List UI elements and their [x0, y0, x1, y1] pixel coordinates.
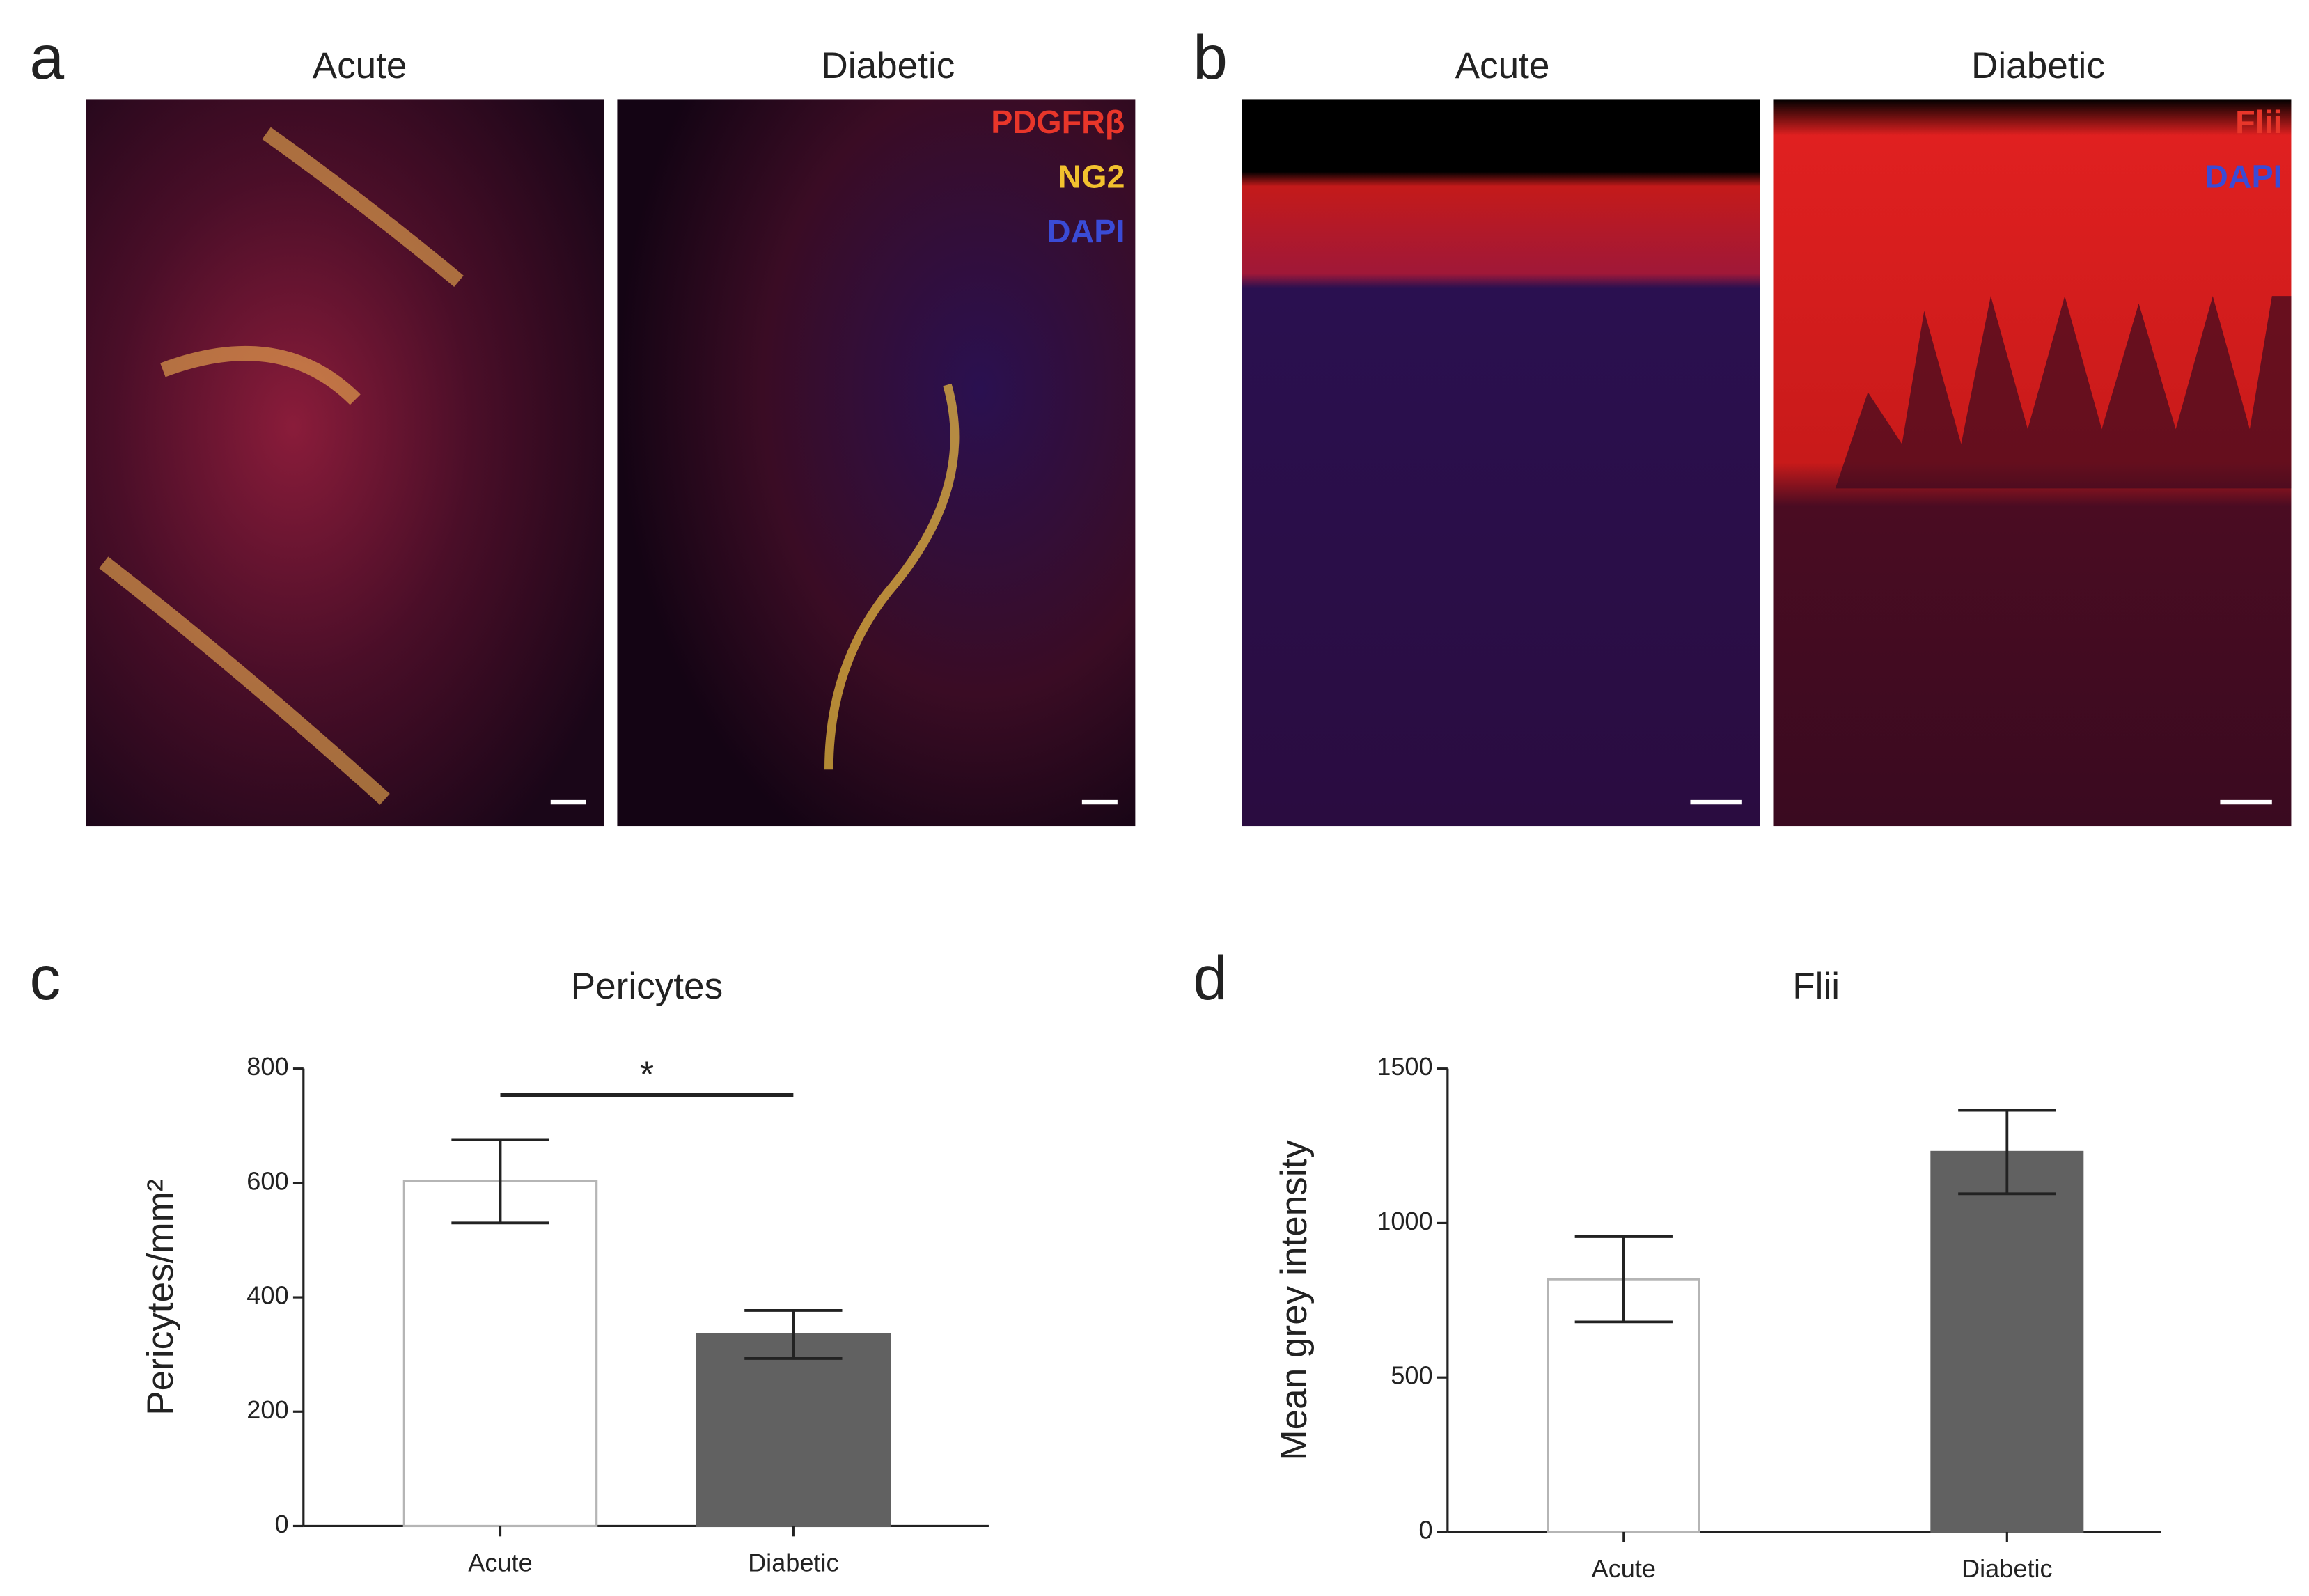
y-tick-label: 400 — [246, 1281, 288, 1310]
bar — [696, 1333, 891, 1528]
legend-label: PDGFRβ — [991, 104, 1125, 140]
panel-a: a Acute Diabetic — [30, 22, 1136, 827]
micrograph — [617, 99, 1136, 827]
panel-letter: c — [30, 943, 61, 1012]
chart-title: Flii — [1792, 966, 1840, 1007]
x-tick-label: Acute — [468, 1548, 532, 1577]
chart: c Pericytes Pericytes/mm² 0 200 400 600 800 Acut… — [30, 943, 989, 1577]
panel-letter: b — [1193, 22, 1228, 92]
y-tick-label: 1000 — [1377, 1207, 1432, 1235]
image-title: Diabetic — [821, 45, 955, 86]
chart: d Flii Mean grey intensity 0 500 1000 1500 Acut… — [1193, 943, 2161, 1583]
panel-letter: a — [30, 22, 65, 92]
significance-label: * — [640, 1054, 655, 1095]
micrograph-detail — [99, 127, 464, 805]
chart-title: Pericytes — [571, 966, 723, 1007]
bar — [402, 1180, 598, 1528]
y-tick-label: 500 — [1391, 1361, 1432, 1390]
image-title: Acute — [313, 45, 407, 86]
legend-label: Flii — [2235, 104, 2283, 140]
x-tick-label: Diabetic — [748, 1548, 839, 1577]
x-tick-label: Diabetic — [1962, 1554, 2053, 1583]
bar — [1930, 1150, 2084, 1533]
y-axis-label: Mean grey intensity — [1274, 1140, 1315, 1461]
y-axis-label: Pericytes/mm² — [140, 1179, 181, 1415]
image-title: Diabetic — [1971, 45, 2105, 86]
legend-label: DAPI — [2205, 159, 2283, 195]
y-tick-label: 600 — [246, 1166, 288, 1195]
x-tick-label: Acute — [1592, 1554, 1656, 1583]
legend-label: DAPI — [1047, 213, 1125, 249]
micrograph — [1242, 99, 1760, 827]
y-tick-label: 800 — [246, 1052, 288, 1081]
micrograph-detail — [824, 383, 960, 770]
panel-b: b Acute Diabetic — [1193, 22, 2292, 827]
y-tick-label: 200 — [246, 1395, 288, 1424]
micrograph-detail — [1835, 296, 2292, 489]
image-title: Acute — [1455, 45, 1550, 86]
micrograph — [86, 99, 604, 827]
y-tick-label: 1500 — [1377, 1052, 1432, 1081]
y-tick-label: 0 — [1419, 1516, 1433, 1544]
panel-letter: d — [1193, 943, 1228, 1012]
legend-label: NG2 — [1058, 159, 1125, 195]
y-tick-label: 0 — [274, 1510, 288, 1538]
